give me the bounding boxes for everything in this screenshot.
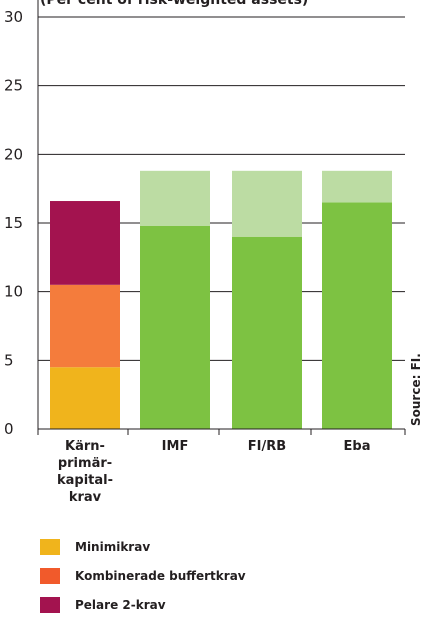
bars bbox=[50, 170, 392, 429]
bar-segment bbox=[232, 170, 302, 237]
source-note: Source: FI. bbox=[409, 353, 423, 426]
bar-segment bbox=[140, 170, 210, 226]
legend-label: Minimikrav bbox=[75, 540, 151, 554]
legend-swatch bbox=[40, 539, 60, 555]
y-tick-label: 10 bbox=[4, 283, 23, 301]
y-tick-label: 30 bbox=[4, 8, 23, 26]
y-tick-label: 15 bbox=[4, 214, 23, 232]
legend-swatch bbox=[40, 568, 60, 584]
legend-label: Pelare 2-krav bbox=[75, 598, 166, 612]
x-axis: Kärn-primär-kapital-krav IMF FI/RB Eba bbox=[37, 428, 406, 505]
y-tick-label: 20 bbox=[4, 145, 23, 163]
bar-segment bbox=[232, 236, 302, 429]
legend-label: Kombinerade buffertkrav bbox=[75, 569, 246, 583]
bar-segment bbox=[50, 284, 120, 368]
y-tick-label: 25 bbox=[4, 77, 23, 95]
legend-swatch bbox=[40, 597, 60, 613]
bar-segment bbox=[322, 202, 392, 429]
bar-segment bbox=[50, 367, 120, 429]
x-tick-label: Eba bbox=[344, 439, 371, 454]
y-tick-label: 0 bbox=[4, 420, 14, 438]
x-tick-label: FI/RB bbox=[248, 439, 286, 454]
legend-item: Minimikrav bbox=[40, 536, 246, 558]
bar-segment bbox=[322, 170, 392, 203]
bar-segment bbox=[140, 225, 210, 429]
x-tick-label: IMF bbox=[162, 439, 189, 454]
bar-segment bbox=[50, 201, 120, 285]
y-tick-label: 5 bbox=[4, 351, 14, 369]
y-axis: 0 5 10 15 20 25 30 bbox=[4, 0, 39, 438]
bar-chart: (Per cent of risk-weighted assets) 0 5 10 1… bbox=[4, 0, 423, 505]
legend-item: Pelare 2-krav bbox=[40, 594, 246, 616]
x-tick-label: Kärn-primär-kapital-krav bbox=[57, 439, 113, 505]
legend-item: Kombinerade buffertkrav bbox=[40, 565, 246, 587]
chart-subtitle: (Per cent of risk-weighted assets) bbox=[40, 0, 308, 8]
legend: Minimikrav Kombinerade buffertkrav Pelare … bbox=[40, 536, 246, 623]
